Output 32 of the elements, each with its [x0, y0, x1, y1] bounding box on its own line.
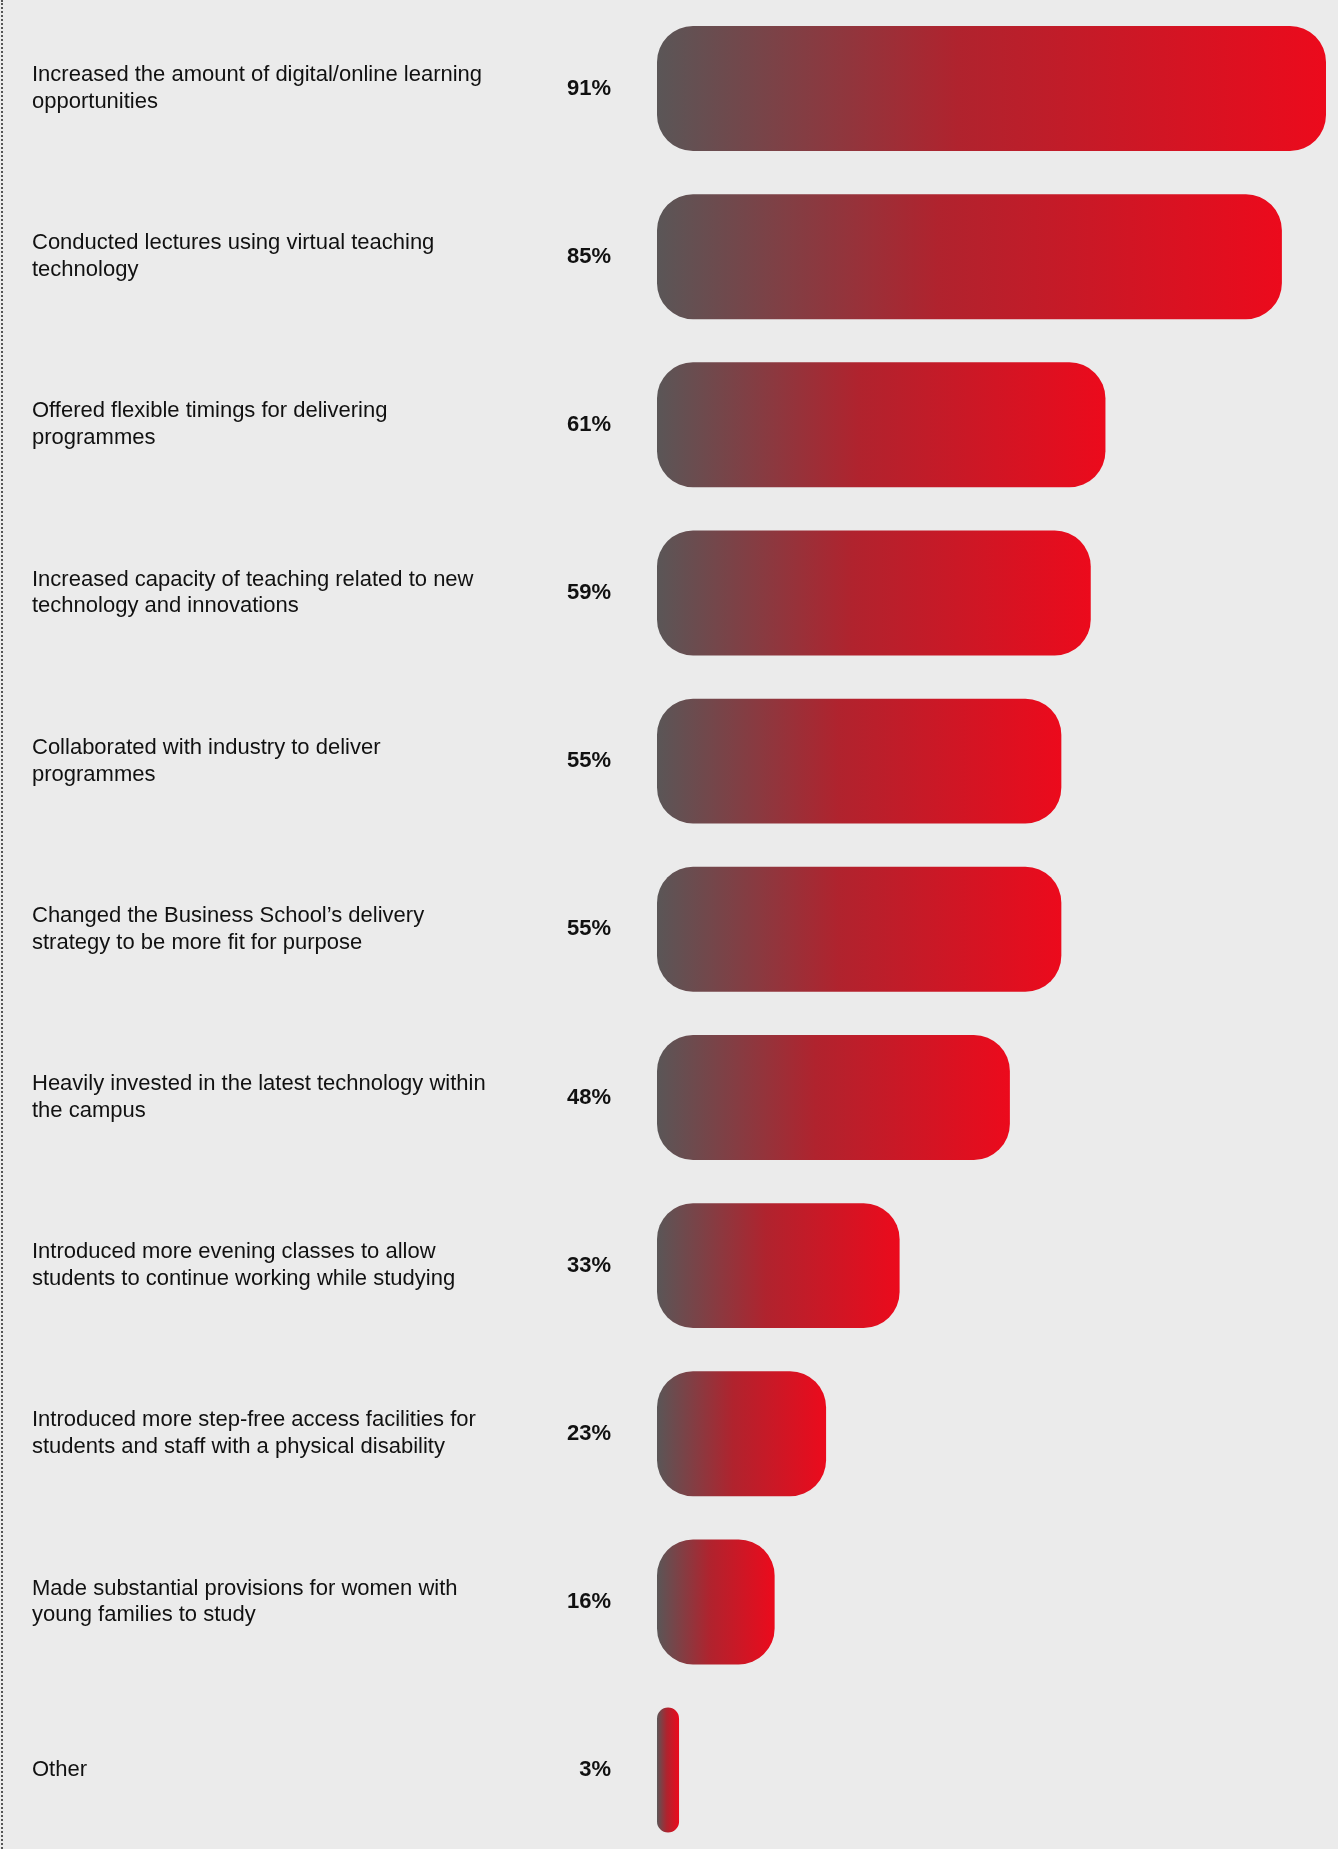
- y-tick-label: Offered flexible timings for delivering programmes: [32, 397, 388, 450]
- y-tick-label: Other: [32, 1756, 88, 1782]
- y-tick-label: Changed the Business School’s delivery strategy to be more fit for purpose: [32, 901, 425, 954]
- y-tick-label: Conducted lectures using virtual teaching technology: [32, 229, 435, 282]
- data-label: 85%: [566, 242, 611, 268]
- y-tick-label: Made substantial provisions for women with young families to study: [32, 1574, 458, 1627]
- bar: [657, 194, 1282, 320]
- data-label: 33%: [566, 1251, 611, 1277]
- data-label: 59%: [566, 579, 611, 605]
- bar: [657, 26, 1326, 151]
- data-label: 61%: [566, 410, 611, 436]
- data-label: 3%: [579, 1756, 611, 1782]
- data-label: 55%: [566, 915, 611, 941]
- data-label: 23%: [566, 1419, 611, 1445]
- data-label: 55%: [566, 747, 611, 773]
- y-tick-label: Increased capacity of teaching related to new technology and innovations: [32, 565, 474, 618]
- y-tick-label: Increased the amount of digital/online learning opportunities: [32, 61, 483, 113]
- bar: [657, 1034, 1010, 1160]
- bar: [657, 698, 1062, 824]
- data-label: 91%: [566, 74, 611, 100]
- y-tick-label: Heavily invested in the latest technology within the campus: [32, 1070, 486, 1122]
- bar: [657, 1371, 827, 1497]
- y-tick-label: Collaborated with industry to deliver programmes: [32, 733, 381, 786]
- data-label: 16%: [566, 1587, 611, 1613]
- bar: [657, 1203, 900, 1329]
- y-tick-label: Introduced more evening classes to allow students to continue working while studying: [32, 1238, 456, 1291]
- data-label: 48%: [566, 1083, 611, 1109]
- bar: [657, 1707, 680, 1833]
- bar: [657, 866, 1062, 992]
- bar: [657, 530, 1091, 656]
- y-tick-label: Introduced more step-free access facilities for students and staff with a physical disability: [32, 1406, 476, 1459]
- bar: [657, 362, 1106, 488]
